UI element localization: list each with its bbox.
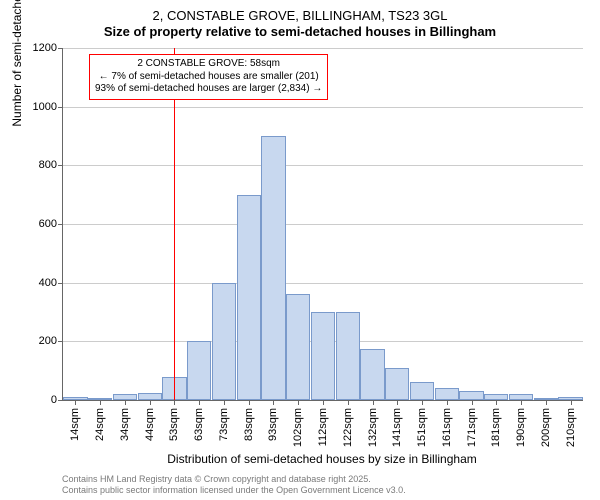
histogram-bar	[138, 393, 162, 400]
xtick-mark	[273, 400, 274, 405]
xtick-mark	[496, 400, 497, 405]
xtick-label: 93sqm	[267, 408, 279, 441]
ytick-label: 1000	[33, 101, 63, 113]
xtick-label: 171sqm	[466, 408, 478, 447]
histogram-bar	[360, 349, 384, 400]
footer-attribution: Contains HM Land Registry data © Crown c…	[62, 474, 406, 496]
chart-title-line1: 2, CONSTABLE GROVE, BILLINGHAM, TS23 3GL	[0, 8, 600, 23]
annotation-box: 2 CONSTABLE GROVE: 58sqm← 7% of semi-det…	[89, 54, 328, 100]
xtick-label: 132sqm	[367, 408, 379, 447]
gridline	[63, 48, 583, 49]
ytick-label: 400	[39, 277, 63, 289]
reference-line	[174, 48, 175, 400]
ytick-label: 1200	[33, 42, 63, 54]
xtick-mark	[521, 400, 522, 405]
histogram-bar	[410, 382, 434, 400]
footer-line2: Contains public sector information licen…	[62, 485, 406, 496]
xtick-mark	[199, 400, 200, 405]
xtick-label: 102sqm	[292, 408, 304, 447]
annotation-line3: 93% of semi-detached houses are larger (…	[95, 83, 322, 96]
xtick-label: 210sqm	[565, 408, 577, 447]
gridline	[63, 165, 583, 166]
histogram-bar	[459, 391, 483, 400]
x-axis-label: Distribution of semi-detached houses by …	[62, 452, 582, 466]
xtick-label: 141sqm	[391, 408, 403, 447]
histogram-bar	[484, 394, 508, 400]
xtick-mark	[298, 400, 299, 405]
xtick-mark	[100, 400, 101, 405]
chart-container: 2, CONSTABLE GROVE, BILLINGHAM, TS23 3GL…	[0, 0, 600, 500]
xtick-mark	[373, 400, 374, 405]
annotation-line2: ← 7% of semi-detached houses are smaller…	[95, 71, 322, 84]
xtick-label: 200sqm	[540, 408, 552, 447]
xtick-label: 73sqm	[218, 408, 230, 441]
histogram-bar	[286, 294, 310, 400]
xtick-mark	[224, 400, 225, 405]
histogram-bar	[261, 136, 285, 400]
histogram-bar	[88, 398, 112, 400]
xtick-mark	[571, 400, 572, 405]
annotation-line1: 2 CONSTABLE GROVE: 58sqm	[95, 58, 322, 71]
y-axis-label: Number of semi-detached properties	[10, 0, 24, 127]
histogram-bar	[385, 368, 409, 400]
gridline	[63, 283, 583, 284]
xtick-label: 63sqm	[193, 408, 205, 441]
xtick-mark	[447, 400, 448, 405]
xtick-label: 112sqm	[317, 408, 329, 446]
histogram-bar	[534, 398, 558, 400]
xtick-label: 190sqm	[515, 408, 527, 447]
xtick-label: 122sqm	[342, 408, 354, 447]
histogram-bar	[212, 283, 236, 400]
xtick-label: 161sqm	[441, 408, 453, 447]
ytick-label: 200	[39, 335, 63, 347]
ytick-label: 600	[39, 218, 63, 230]
histogram-bar	[63, 397, 87, 400]
xtick-label: 24sqm	[94, 408, 106, 441]
xtick-mark	[125, 400, 126, 405]
xtick-mark	[472, 400, 473, 405]
xtick-mark	[348, 400, 349, 405]
xtick-mark	[546, 400, 547, 405]
xtick-mark	[150, 400, 151, 405]
xtick-label: 151sqm	[416, 408, 428, 447]
xtick-mark	[422, 400, 423, 405]
histogram-bar	[435, 388, 459, 400]
xtick-label: 34sqm	[119, 408, 131, 441]
chart-title-line2: Size of property relative to semi-detach…	[0, 24, 600, 39]
xtick-label: 44sqm	[144, 408, 156, 441]
xtick-label: 83sqm	[243, 408, 255, 441]
histogram-bar	[113, 394, 137, 400]
histogram-bar	[237, 195, 261, 400]
gridline	[63, 224, 583, 225]
plot-area: 02004006008001000120014sqm24sqm34sqm44sq…	[62, 48, 583, 401]
xtick-mark	[323, 400, 324, 405]
histogram-bar	[509, 394, 533, 400]
footer-line1: Contains HM Land Registry data © Crown c…	[62, 474, 406, 485]
xtick-label: 53sqm	[168, 408, 180, 441]
ytick-label: 800	[39, 159, 63, 171]
ytick-label: 0	[51, 394, 63, 406]
xtick-mark	[397, 400, 398, 405]
histogram-bar	[311, 312, 335, 400]
xtick-label: 14sqm	[69, 408, 81, 441]
histogram-bar	[336, 312, 360, 400]
xtick-mark	[174, 400, 175, 405]
xtick-mark	[75, 400, 76, 405]
xtick-mark	[249, 400, 250, 405]
gridline	[63, 107, 583, 108]
histogram-bar	[187, 341, 211, 400]
histogram-bar	[558, 397, 582, 400]
xtick-label: 181sqm	[490, 408, 502, 447]
